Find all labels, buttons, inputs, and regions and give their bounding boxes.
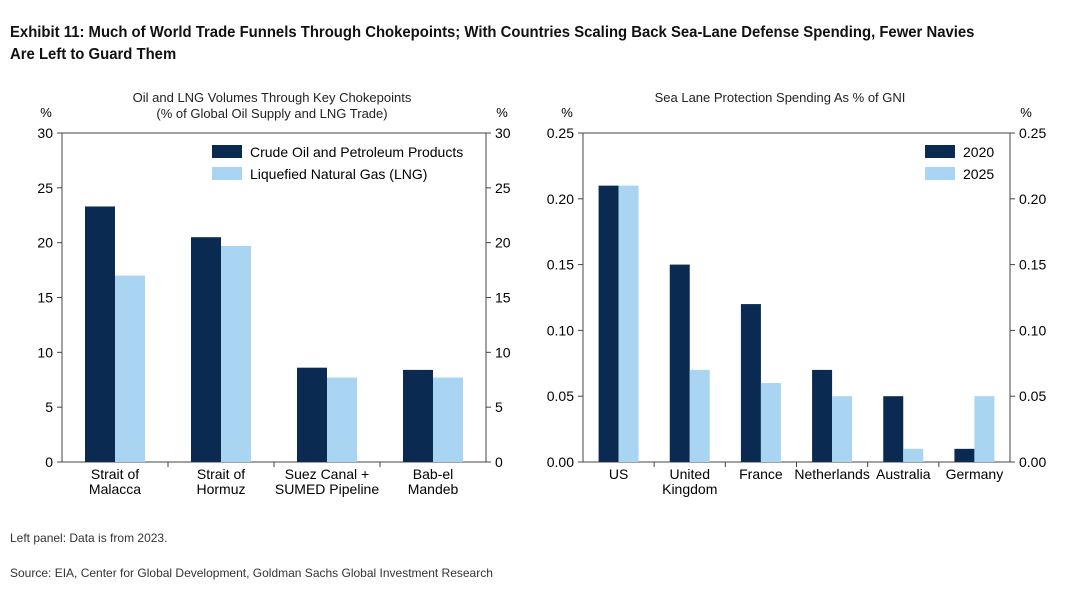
- y-tick-label-right: 0.00: [1019, 454, 1046, 470]
- y-axis-label-right: %: [1020, 105, 1032, 120]
- y-axis-label-left: %: [561, 105, 573, 120]
- y-tick-label-right: 25: [495, 180, 511, 196]
- y-axis-label-left: %: [40, 105, 52, 120]
- left-panel-note: Left panel: Data is from 2023.: [10, 531, 168, 545]
- legend-label: 2025: [963, 166, 994, 182]
- bar-2020: [954, 448, 975, 462]
- x-tick-label: Suez Canal +: [285, 466, 369, 482]
- x-tick-label: Germany: [946, 466, 1004, 482]
- y-tick-label-left: 0.15: [547, 257, 574, 273]
- bar-2020: [669, 264, 690, 462]
- bar-2020: [598, 185, 619, 462]
- exhibit-title: Exhibit 11: Much of World Trade Funnels …: [10, 24, 975, 63]
- chart-title: Sea Lane Protection Spending As % of GNI: [655, 90, 906, 105]
- x-tick-label: Mandeb: [408, 481, 459, 497]
- bar-liquefied-natural-gas-lng-: [433, 377, 463, 462]
- bar-2025: [689, 369, 710, 462]
- x-tick-label: Strait of: [197, 466, 245, 482]
- y-tick-label-left: 10: [37, 344, 53, 360]
- y-tick-label-right: 30: [495, 125, 511, 141]
- legend-label: Crude Oil and Petroleum Products: [250, 144, 463, 160]
- x-tick-label: Netherlands: [794, 466, 870, 482]
- legend-swatch: [925, 145, 955, 158]
- bar-2025: [618, 185, 639, 462]
- bar-liquefied-natural-gas-lng-: [115, 275, 145, 462]
- y-tick-label-left: 5: [45, 399, 53, 415]
- y-tick-label-left: 0: [45, 454, 53, 470]
- x-tick-label: France: [739, 466, 783, 482]
- chart-subtitle: (% of Global Oil Supply and LNG Trade): [156, 106, 387, 121]
- y-tick-label-right: 0.25: [1019, 125, 1046, 141]
- y-tick-label-right: 0.15: [1019, 257, 1046, 273]
- bar-liquefied-natural-gas-lng-: [327, 377, 357, 462]
- x-tick-label: Strait of: [91, 466, 139, 482]
- bar-2025: [974, 396, 995, 462]
- y-tick-label-left: 15: [37, 290, 53, 306]
- x-tick-label: Malacca: [89, 481, 141, 497]
- bar-liquefied-natural-gas-lng-: [221, 245, 251, 462]
- y-tick-label-right: 0.10: [1019, 322, 1046, 338]
- y-tick-label-right: 10: [495, 344, 511, 360]
- y-axis-label-right: %: [496, 105, 508, 120]
- y-tick-label-left: 25: [37, 180, 53, 196]
- bar-crude-oil-and-petroleum-products: [85, 206, 115, 462]
- y-tick-label-right: 0.20: [1019, 191, 1046, 207]
- plot-frame: [582, 132, 1011, 463]
- bar-2025: [903, 448, 924, 462]
- y-tick-label-left: 0.25: [547, 125, 574, 141]
- y-tick-label-left: 0.05: [547, 388, 574, 404]
- y-tick-label-right: 15: [495, 290, 511, 306]
- x-tick-label: Bab-el: [413, 466, 453, 482]
- y-tick-label-right: 0: [495, 454, 503, 470]
- bar-2025: [760, 383, 781, 462]
- y-tick-label-left: 0.20: [547, 191, 574, 207]
- legend-swatch: [212, 145, 242, 158]
- x-tick-label: Kingdom: [662, 481, 717, 497]
- legend-label: Liquefied Natural Gas (LNG): [250, 166, 427, 182]
- bar-2025: [832, 396, 853, 462]
- legend-label: 2020: [963, 144, 994, 160]
- bar-crude-oil-and-petroleum-products: [297, 367, 327, 462]
- bar-crude-oil-and-petroleum-products: [403, 369, 433, 462]
- bar-2020: [740, 304, 761, 462]
- y-tick-label-left: 0.00: [547, 454, 574, 470]
- x-tick-label: US: [609, 466, 628, 482]
- y-tick-label-left: 30: [37, 125, 53, 141]
- bar-2020: [883, 396, 904, 462]
- y-tick-label-right: 0.05: [1019, 388, 1046, 404]
- x-tick-label: Australia: [876, 466, 931, 482]
- x-tick-label: SUMED Pipeline: [275, 481, 379, 497]
- x-tick-label: Hormuz: [196, 481, 245, 497]
- y-tick-label-left: 20: [37, 235, 53, 251]
- y-tick-label-left: 0.10: [547, 322, 574, 338]
- legend-swatch: [212, 167, 242, 180]
- bar-2020: [812, 369, 833, 462]
- legend-swatch: [925, 167, 955, 180]
- source-note: Source: EIA, Center for Global Developme…: [10, 566, 493, 580]
- y-tick-label-right: 5: [495, 399, 503, 415]
- y-tick-label-right: 20: [495, 235, 511, 251]
- chart-title: Oil and LNG Volumes Through Key Chokepoi…: [133, 90, 412, 105]
- x-tick-label: United: [670, 466, 710, 482]
- bar-crude-oil-and-petroleum-products: [191, 237, 221, 462]
